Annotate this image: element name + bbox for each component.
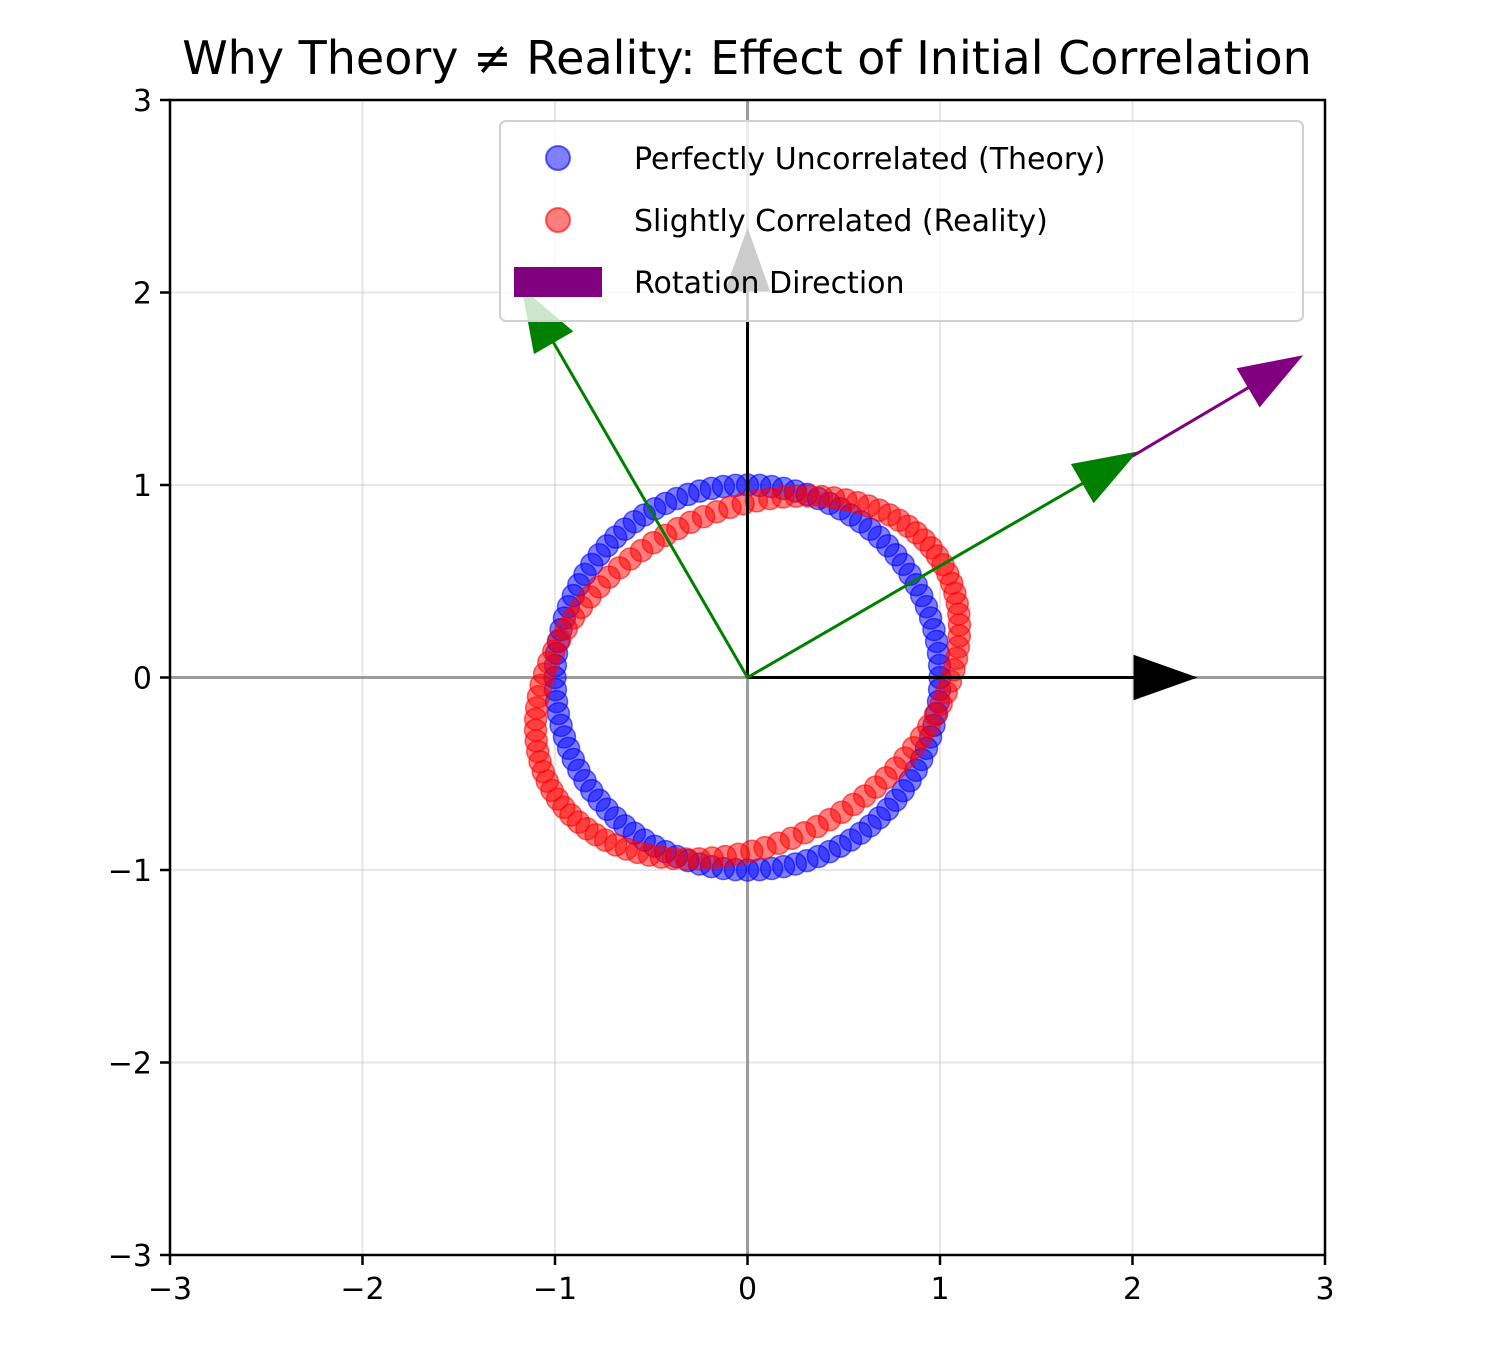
- x-axis-basis: [747, 654, 1198, 701]
- legend-box: [499, 120, 1304, 322]
- x-tick-label: 1: [930, 1272, 949, 1307]
- legend-marker: [545, 207, 571, 233]
- legend: Perfectly Uncorrelated (Theory) Slightly …: [499, 120, 1304, 322]
- y-tick-label: −2: [108, 1047, 152, 1082]
- y-tick-label: 0: [133, 662, 152, 697]
- rotated-minor-axis-shaft: [552, 341, 749, 679]
- arrow-layer: [521, 227, 1304, 701]
- y-tick-label: 1: [133, 469, 152, 504]
- rotated-major-axis: [746, 451, 1138, 679]
- x-tick-label: 3: [1315, 1272, 1334, 1307]
- y-tick-label: 3: [133, 84, 152, 119]
- rotated-major-axis-head: [1070, 451, 1138, 504]
- x-axis-basis-head: [1133, 654, 1198, 701]
- legend-label: Perfectly Uncorrelated (Theory): [634, 142, 1106, 177]
- y-tick-label: −1: [108, 854, 152, 889]
- rotation-direction-head: [1236, 355, 1304, 408]
- tick-layer: −3−3 −2 −2 −1 −1 0 0 1 1 2 2 3 3: [108, 84, 1335, 1307]
- rotated-major-axis-shaft: [746, 482, 1084, 679]
- legend-marker: [514, 267, 602, 297]
- x-tick-label: 0: [738, 1272, 757, 1307]
- rotation-direction: [1131, 355, 1304, 458]
- legend-label: Slightly Correlated (Reality): [634, 204, 1048, 239]
- x-tick-label: 2: [1123, 1272, 1142, 1307]
- chart-title: Why Theory ≠ Reality: Effect of Initial …: [182, 31, 1312, 85]
- rotation-direction-shaft: [1131, 386, 1250, 458]
- y-tick-label: −3: [108, 1239, 152, 1274]
- x-tick-label: −2: [340, 1272, 384, 1307]
- y-tick-label: 2: [133, 277, 152, 312]
- x-tick-label: −1: [533, 1272, 577, 1307]
- series-layer: [523, 473, 972, 882]
- x-tick-label: −3: [148, 1272, 192, 1307]
- legend-marker: [545, 145, 571, 171]
- legend-label: Rotation Direction: [634, 266, 905, 301]
- series-1: [523, 484, 972, 871]
